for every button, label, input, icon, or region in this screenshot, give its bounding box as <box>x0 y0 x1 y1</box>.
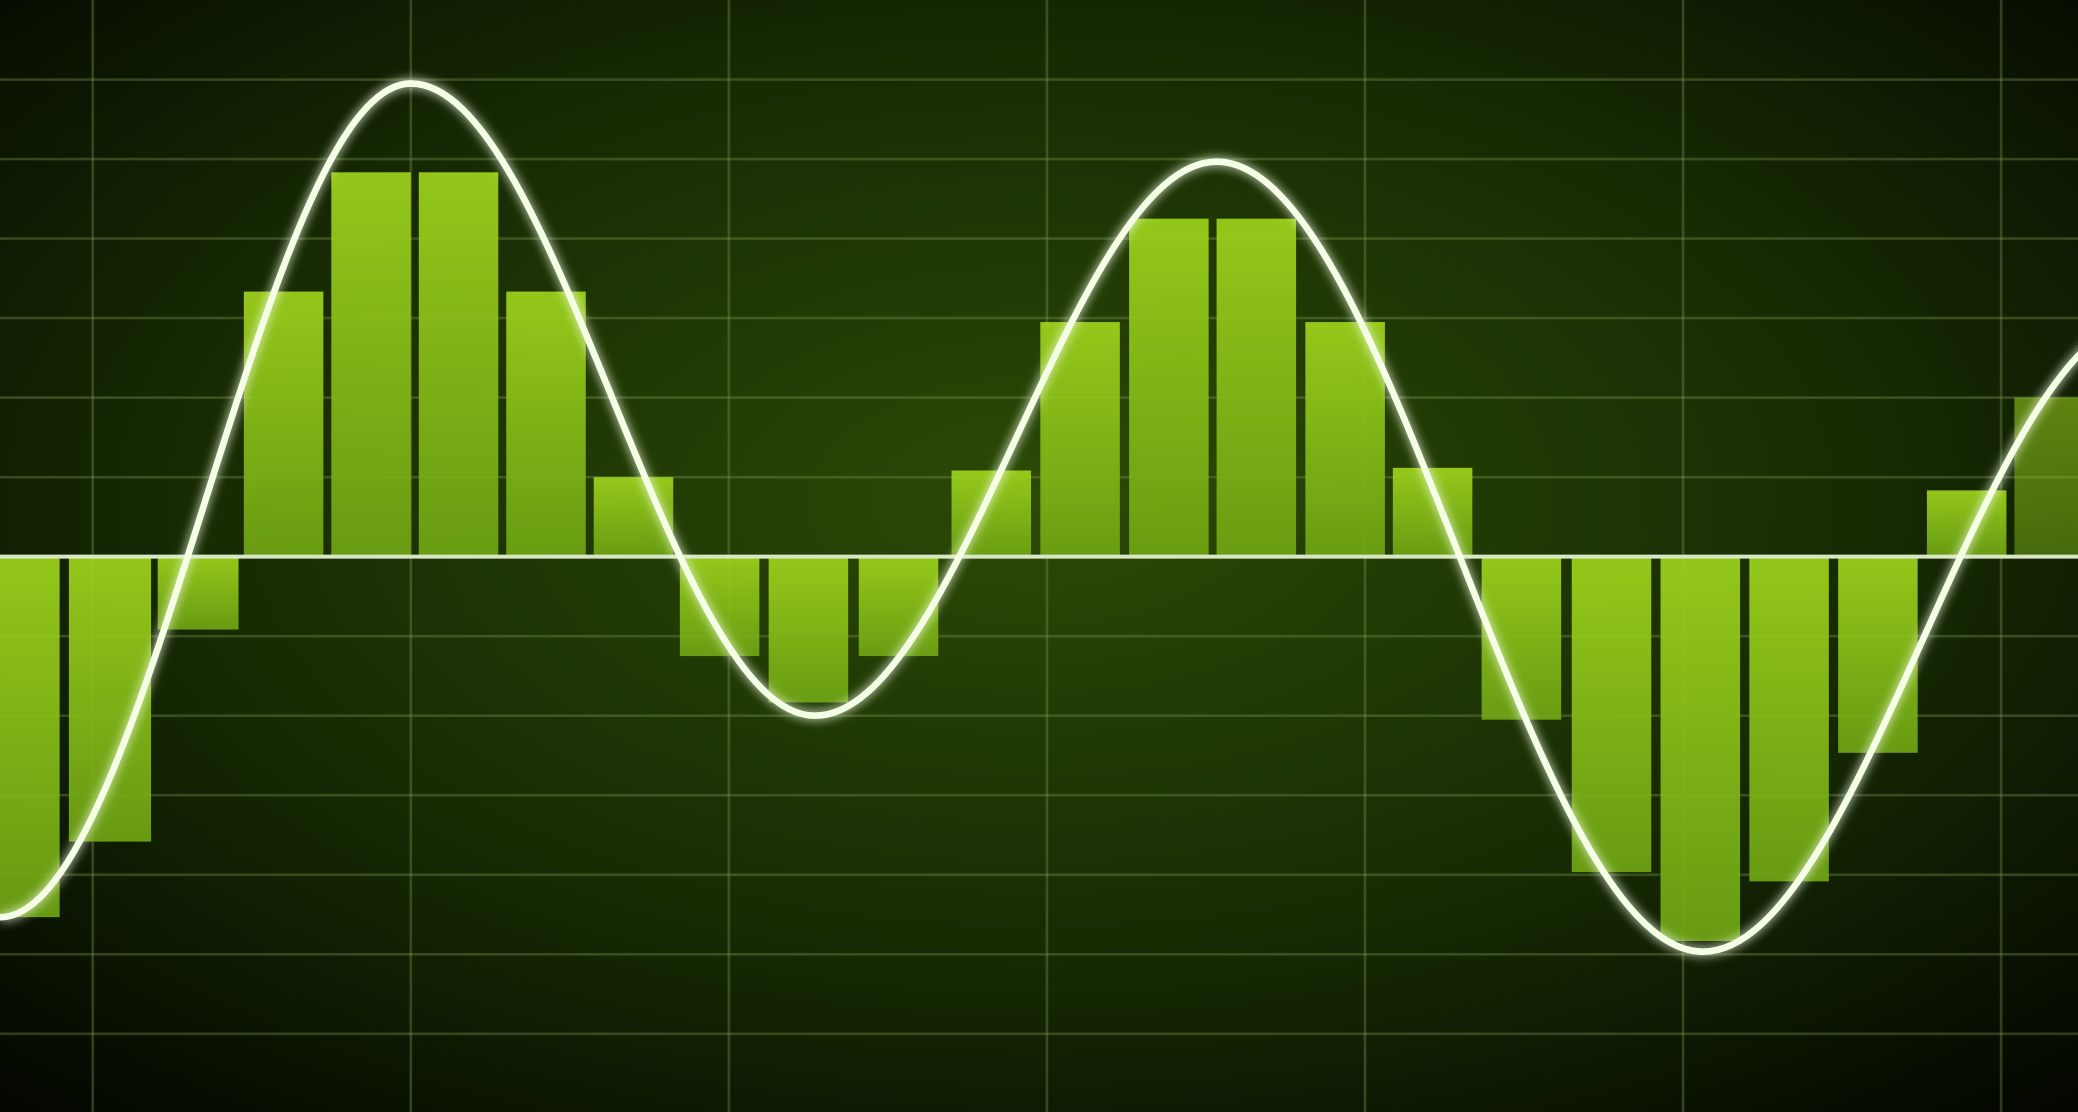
sample-bar <box>769 557 849 703</box>
sample-bar <box>859 557 939 656</box>
sample-bar <box>506 292 586 557</box>
sample-bar <box>0 557 60 918</box>
sample-bar <box>419 172 499 556</box>
sample-bar <box>680 557 760 656</box>
sample-bar <box>1749 557 1829 882</box>
sample-bar <box>2014 398 2078 557</box>
sample-bar <box>1217 219 1297 557</box>
sample-bar <box>1129 219 1209 557</box>
sample-bar <box>1838 557 1918 753</box>
page: Sampled waveform {} html, body { margin:… <box>0 0 2078 1112</box>
waveform-image <box>0 0 2078 1112</box>
sample-bar <box>331 172 411 556</box>
sample-bar <box>244 292 324 557</box>
body <box>0 0 2078 1112</box>
sample-bar <box>1572 557 1652 872</box>
sample-bar <box>1661 557 1741 941</box>
sample-bar <box>1305 322 1385 557</box>
